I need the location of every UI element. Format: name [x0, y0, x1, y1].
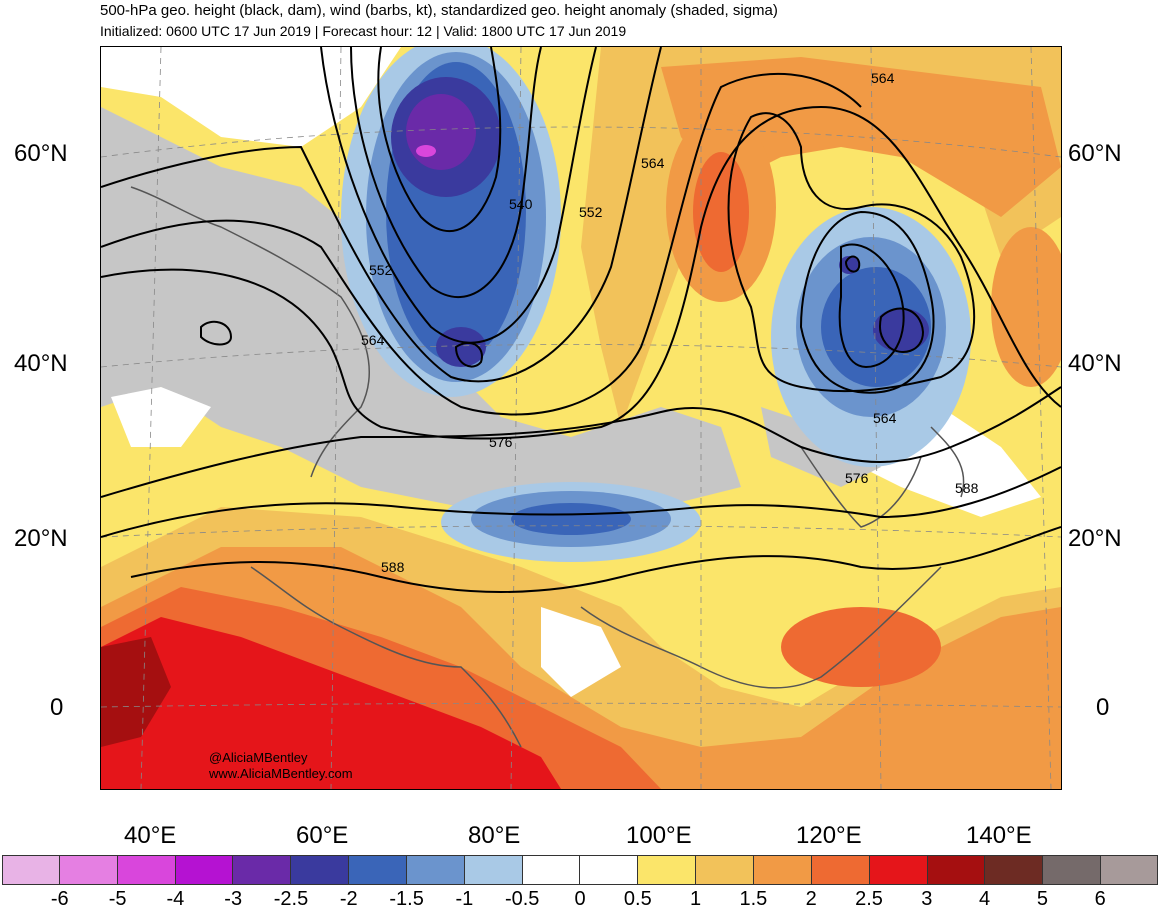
negative-anomaly-ne-asia-low — [771, 207, 971, 467]
colorbar-tick-label: 4 — [979, 888, 991, 910]
contour-label: 564 — [873, 410, 897, 426]
lon-label-60e: 60°E — [296, 822, 349, 849]
colorbar-swatch — [464, 855, 523, 885]
lat-label-right-20: 20°N — [1068, 525, 1122, 552]
colorbar-swatch — [349, 855, 407, 885]
lon-label-80e: 80°E — [468, 822, 521, 849]
colorbar-swatch — [291, 855, 350, 885]
contour-label: 564 — [871, 70, 895, 86]
colorbar-swatch — [580, 855, 639, 885]
coastlines — [130, 186, 965, 748]
colorbar-swatch — [985, 855, 1044, 885]
colorbar-swatch — [638, 855, 697, 885]
colorbar-tick-label: -5 — [108, 888, 127, 910]
map-panel: 540 552 552 564 564 564 564 576 576 588 … — [100, 46, 1062, 790]
contour-label: 552 — [369, 262, 393, 278]
colorbar-swatch — [696, 855, 754, 885]
colorbar-tick-label: 3 — [921, 888, 933, 910]
lon-label-40e: 40°E — [124, 822, 177, 849]
lat-label-left-60: 60°N — [14, 140, 68, 167]
credit-site: www.AliciaMBentley.com — [209, 766, 353, 781]
colorbar-tick-label: -0.5 — [504, 888, 540, 910]
contour-label: 588 — [955, 480, 979, 496]
colorbar-tick-label: 2 — [805, 888, 817, 910]
colorbar-tick-label: -2.5 — [273, 888, 309, 910]
negative-anomaly-tibet — [441, 482, 701, 562]
colorbar-tick-label: 6 — [1094, 888, 1106, 910]
credit-handle: @AliciaMBentley — [209, 750, 308, 765]
contour-label-group: 540 552 552 564 564 564 564 576 576 588 … — [361, 70, 979, 575]
lat-label-right-40: 40°N — [1068, 350, 1122, 377]
colorbar-swatch — [2, 855, 60, 885]
lat-label-left-0: 0 — [50, 694, 64, 721]
colorbar-tick-label: -6 — [50, 888, 69, 910]
colorbar-tick-label: 1 — [690, 888, 702, 910]
colorbar-swatch — [753, 855, 812, 885]
contour-label: 564 — [361, 332, 385, 348]
lon-label-120e: 120°E — [796, 822, 862, 849]
colorbar-tick-label: 0 — [574, 888, 586, 910]
colorbar-tick-label: -1.5 — [389, 888, 424, 910]
map-title: 500-hPa geo. height (black, dam), wind (… — [100, 2, 778, 19]
contour-label: 588 — [381, 559, 405, 575]
colorbar-swatch — [522, 855, 581, 885]
lon-label-140e: 140°E — [966, 822, 1032, 849]
contour-label: 576 — [845, 470, 869, 486]
colorbar-tick-label: 5 — [1036, 888, 1048, 910]
lat-label-left-20: 20°N — [14, 525, 68, 552]
colorbar-swatch — [869, 855, 928, 885]
colorbar-swatch — [233, 855, 292, 885]
colorbar-swatch — [175, 855, 234, 885]
colorbar-tick-label: -4 — [166, 888, 185, 910]
colorbar-swatch — [1101, 855, 1158, 885]
colorbar-swatch — [927, 855, 986, 885]
negative-anomaly-ural-trough — [341, 47, 561, 397]
contour-label: 576 — [489, 434, 513, 450]
contour-label: 540 — [509, 196, 533, 212]
anomaly-map: 540 552 552 564 564 564 564 576 576 588 … — [101, 47, 1061, 789]
colorbar-swatch — [1043, 855, 1102, 885]
colorbar-swatch — [59, 855, 118, 885]
lat-label-right-0: 0 — [1096, 694, 1110, 721]
graticule — [101, 47, 1061, 789]
lat-label-left-40: 40°N — [14, 350, 68, 377]
colorbar-swatch — [117, 855, 176, 885]
colorbar-tick-label: -3 — [224, 888, 243, 910]
colorbar-tick-label: 1.5 — [739, 888, 768, 910]
contour-label: 564 — [641, 155, 665, 171]
colorbar-tick-label: -2 — [339, 888, 358, 910]
colorbar-swatch — [406, 855, 465, 885]
map-subtitle: Initialized: 0600 UTC 17 Jun 2019 | Fore… — [100, 23, 627, 39]
height-contours — [101, 47, 1061, 593]
contour-label: 552 — [579, 204, 603, 220]
colorbar-tick-label: -1 — [455, 888, 474, 910]
lat-label-right-60: 60°N — [1068, 140, 1122, 167]
colorbar-tick-label: 2.5 — [855, 888, 883, 910]
colorbar-tick-label: 0.5 — [623, 888, 652, 910]
colorbar — [2, 855, 1158, 885]
lon-label-100e: 100°E — [626, 822, 692, 849]
colorbar-swatch — [811, 855, 870, 885]
